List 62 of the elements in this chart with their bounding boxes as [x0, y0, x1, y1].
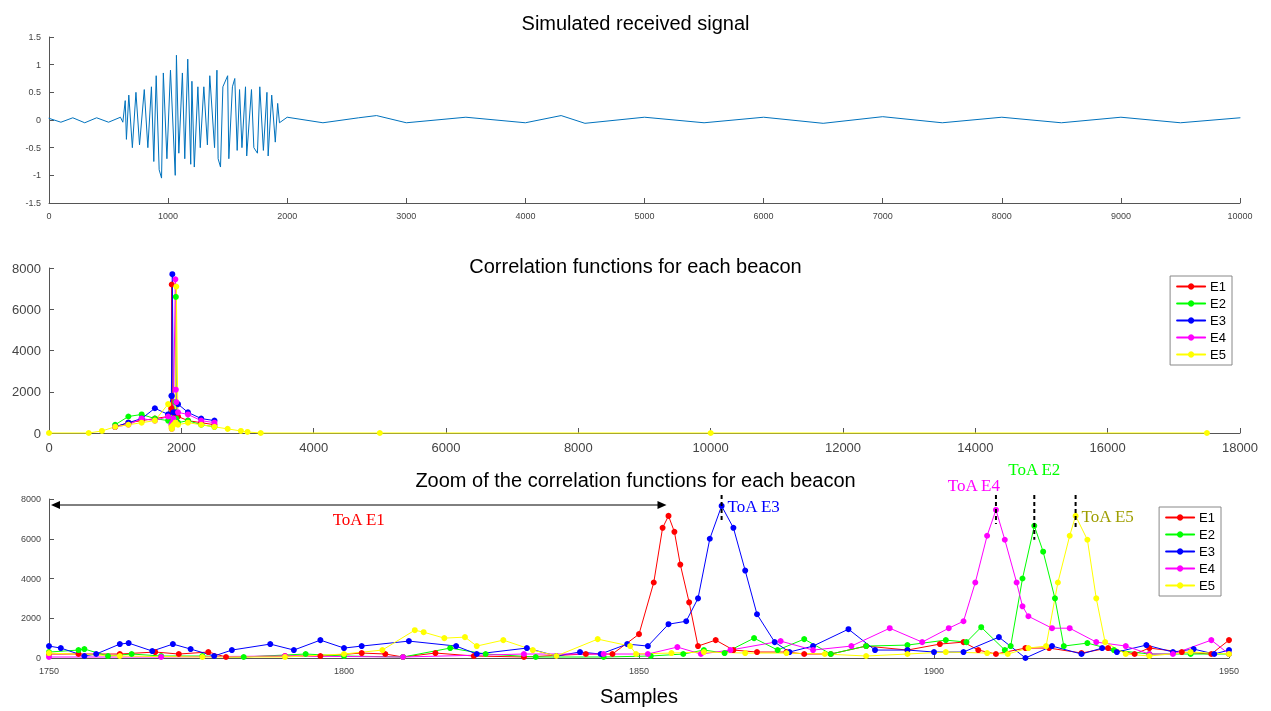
x-tick-label: 1000	[158, 210, 179, 221]
legend-label: E3	[1210, 313, 1227, 328]
legend-label: E2	[1210, 296, 1227, 311]
x-tick-label: 0	[45, 440, 53, 455]
y-tick-label: -1.5	[25, 198, 41, 208]
x-tick-label: 6000	[753, 210, 774, 221]
x-tick-label: 2000	[166, 440, 196, 455]
x-tick-label: 10000	[692, 440, 729, 455]
y-tick-label: 0	[35, 653, 41, 663]
x-tick-label: 0	[46, 210, 52, 221]
legend-label: E4	[1199, 561, 1216, 576]
y-tick-label: 8000	[12, 260, 41, 276]
x-tick-label: 8000	[563, 440, 593, 455]
x-tick-label: 1800	[333, 665, 355, 676]
y-tick-label: -1	[32, 170, 41, 181]
legend-label: E1	[1210, 279, 1227, 294]
legend-label: E2	[1199, 527, 1216, 542]
x-tick-label: 4000	[299, 440, 329, 455]
x-tick-label: 16000	[1089, 440, 1126, 455]
x-tick-label: 14000	[957, 440, 994, 455]
x-tick-label: 1750	[38, 665, 60, 676]
legend-label: E4	[1210, 330, 1227, 345]
legend-label: E3	[1199, 544, 1216, 559]
x-axis-title: Samples	[600, 685, 678, 707]
x-tick-label: 8000	[991, 210, 1012, 221]
y-tick-label: 8000	[20, 494, 41, 504]
x-tick-label: 5000	[634, 210, 655, 221]
legend-label: E5	[1199, 578, 1216, 593]
annotation: ToA E2	[1008, 460, 1061, 479]
y-tick-label: 6000	[20, 533, 41, 544]
chart-title: Simulated received signal	[521, 12, 750, 34]
x-tick-label: 9000	[1110, 210, 1131, 221]
y-tick-label: 4000	[20, 573, 41, 584]
chart-title: Zoom of the correlation functions for each beacon	[415, 469, 856, 491]
y-tick-label: 0	[33, 425, 41, 441]
annotation: ToA E1	[332, 510, 385, 529]
y-tick-label: 0.5	[28, 87, 41, 98]
y-tick-label: 2000	[20, 613, 41, 624]
annotation: ToA E4	[947, 476, 1001, 495]
x-tick-label: 6000	[431, 440, 461, 455]
x-tick-label: 3000	[396, 210, 417, 221]
y-tick-label: 6000	[12, 301, 41, 317]
y-tick-label: 1.5	[28, 32, 41, 42]
x-tick-label: 1900	[923, 665, 945, 676]
legend-label: E5	[1210, 347, 1227, 362]
x-tick-label: 2000	[277, 210, 298, 221]
chart-title: Correlation functions for each beacon	[469, 255, 802, 277]
legend-label: E1	[1199, 510, 1216, 525]
x-tick-label: 12000	[824, 440, 862, 455]
x-tick-label: 1950	[1218, 665, 1240, 676]
x-tick-label: 7000	[872, 210, 893, 221]
y-tick-label: -0.5	[25, 142, 41, 153]
x-tick-label: 1850	[628, 665, 650, 676]
y-tick-label: 2000	[12, 384, 41, 400]
x-tick-label: 4000	[515, 210, 536, 221]
y-tick-label: 4000	[12, 343, 41, 358]
y-tick-label: 0	[35, 115, 41, 125]
annotation: ToA E3	[727, 496, 780, 516]
y-tick-label: 1	[35, 59, 41, 70]
x-tick-label: 10000	[1227, 210, 1253, 221]
x-tick-label: 18000	[1221, 440, 1259, 455]
annotation: ToA E5	[1081, 506, 1134, 526]
